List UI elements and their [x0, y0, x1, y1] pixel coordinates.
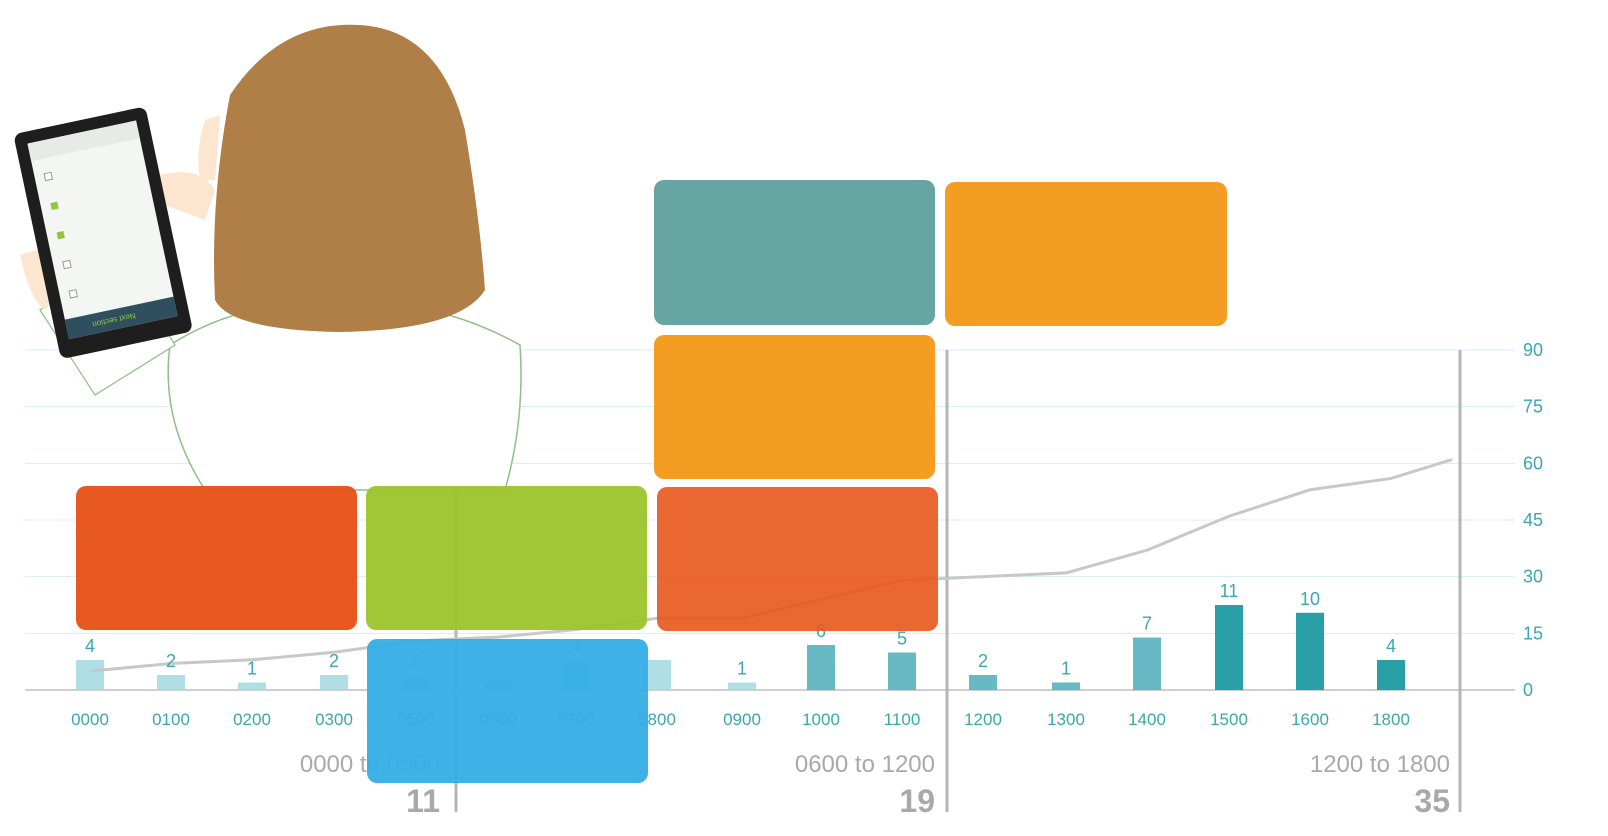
- y-tick-labels: 0 15 30 45 60 75 90: [1523, 340, 1543, 700]
- tablet-icon: Next section: [14, 107, 192, 358]
- overlay-blue-block: [367, 639, 648, 783]
- data-label: 10: [1300, 589, 1320, 609]
- x-tick-label: 1000: [802, 710, 840, 729]
- x-tick-label: 1800: [1372, 710, 1410, 729]
- bar-1500: [1215, 605, 1243, 690]
- bar-1000: [807, 645, 835, 690]
- data-label: 2: [978, 651, 988, 671]
- group-range-label: 1200 to 1800: [1310, 751, 1450, 778]
- group-range-label: 0600 to 1200: [795, 751, 935, 778]
- data-label: 4: [1386, 636, 1396, 656]
- data-label: 4: [85, 636, 95, 656]
- data-label: 6: [816, 621, 826, 641]
- y-tick-label: 60: [1523, 453, 1543, 473]
- x-tick-label: 1300: [1047, 710, 1085, 729]
- y-tick-label: 0: [1523, 680, 1533, 700]
- y-tick-label: 75: [1523, 397, 1543, 417]
- overlay-teal-block: [654, 180, 935, 325]
- y-tick-label: 90: [1523, 340, 1543, 360]
- x-tick-label: 0200: [233, 710, 271, 729]
- overlay-orange-block-mid: [654, 335, 935, 479]
- bar-1800: [1377, 660, 1405, 690]
- group-total: 19: [899, 783, 935, 819]
- overlay-green-block: [366, 486, 647, 630]
- x-tick-labels: 0000010002000300050006000700080009001000…: [71, 710, 1410, 729]
- x-tick-label: 0000: [71, 710, 109, 729]
- group-total: 11: [406, 783, 440, 819]
- bar-1300: [1052, 682, 1080, 690]
- data-label: 1: [737, 659, 747, 679]
- hair-shape: [214, 24, 485, 332]
- data-label: 1: [247, 659, 257, 679]
- data-label: 2: [329, 651, 339, 671]
- x-tick-label: 1400: [1128, 710, 1166, 729]
- person-illustration: Next section: [14, 24, 522, 491]
- x-tick-label: 1100: [884, 710, 921, 729]
- bar-0000: [76, 660, 104, 690]
- bar-1100: [888, 652, 916, 690]
- x-tick-label: 0100: [152, 710, 190, 729]
- bar-0100: [157, 675, 185, 690]
- data-label: 2: [166, 651, 176, 671]
- overlay-red-block-mid: [657, 487, 938, 631]
- overlay-red-block-left: [76, 486, 357, 630]
- bar-0200: [238, 682, 266, 690]
- x-tick-label: 1500: [1210, 710, 1248, 729]
- group-total: 35: [1414, 783, 1450, 819]
- data-label: 5: [897, 629, 907, 649]
- y-tick-label: 15: [1523, 623, 1543, 643]
- y-tick-label: 30: [1523, 567, 1543, 587]
- data-label: 1: [1061, 659, 1071, 679]
- bar-1200: [969, 675, 997, 690]
- data-label: 7: [1142, 614, 1152, 634]
- bar-1600: [1296, 612, 1324, 690]
- bar-0300: [320, 675, 348, 690]
- data-label: 11: [1220, 581, 1239, 601]
- bar-1400: [1133, 637, 1161, 690]
- bar-series: [76, 605, 1405, 690]
- bar-0900: [728, 682, 756, 690]
- overlay-orange-block-top: [945, 182, 1227, 326]
- x-tick-label: 0900: [723, 710, 761, 729]
- y-tick-label: 45: [1523, 510, 1543, 530]
- x-tick-label: 0300: [315, 710, 353, 729]
- x-tick-label: 1600: [1291, 710, 1329, 729]
- x-tick-label: 1200: [964, 710, 1002, 729]
